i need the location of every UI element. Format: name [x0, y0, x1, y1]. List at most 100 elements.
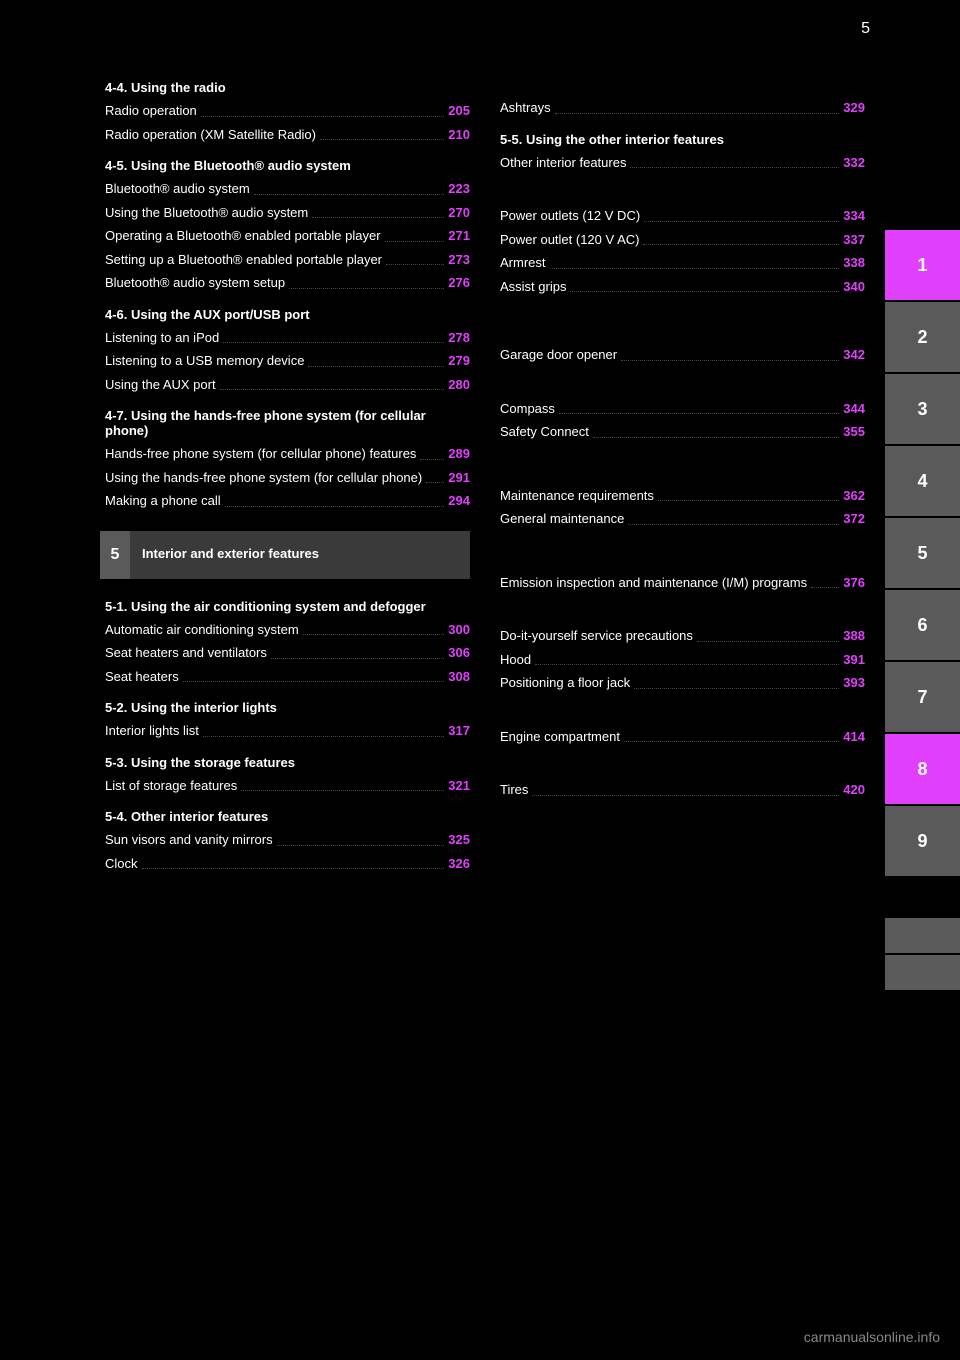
section-header: 5-4. Other interior features	[105, 809, 470, 824]
toc-item[interactable]: Radio operation205	[105, 101, 470, 121]
toc-leader-dots	[624, 741, 839, 742]
toc-text: Radio operation	[105, 101, 197, 121]
toc-leader-dots	[644, 221, 839, 222]
toc-text: Other interior features	[500, 153, 626, 173]
toc-item[interactable]: Sun visors and vanity mirrors325	[105, 830, 470, 850]
side-tab-9[interactable]: 9	[885, 806, 960, 876]
toc-item[interactable]: Positioning a floor jack393	[500, 673, 865, 693]
toc-item[interactable]: Automatic air conditioning system300	[105, 620, 470, 640]
section-header: 4-5. Using the Bluetooth® audio system	[105, 158, 470, 173]
toc-text: Hands-free phone system (for cellular ph…	[105, 444, 416, 464]
toc-item[interactable]: Maintenance requirements 362	[500, 486, 865, 506]
toc-item[interactable]: List of storage features321	[105, 776, 470, 796]
toc-leader-dots	[811, 587, 839, 588]
toc-leader-dots	[303, 634, 445, 635]
side-tab-3[interactable]: 3	[885, 374, 960, 444]
side-tab-blank[interactable]	[885, 955, 960, 990]
toc-page-number: 223	[448, 179, 470, 199]
toc-item[interactable]: Assist grips340	[500, 277, 865, 297]
toc-text: Maintenance requirements	[500, 486, 654, 506]
toc-item[interactable]: Seat heaters and ventilators306	[105, 643, 470, 663]
toc-leader-dots	[535, 664, 839, 665]
toc-text: Seat heaters and ventilators	[105, 643, 267, 663]
toc-text: Seat heaters	[105, 667, 179, 687]
toc-item[interactable]: Emission inspection and maintenance (I/M…	[500, 573, 865, 593]
section-header: 5-3. Using the storage features	[105, 755, 470, 770]
toc-text: Using the hands-free phone system (for c…	[105, 468, 422, 488]
toc-page-number: 362	[843, 486, 865, 506]
side-tab-1[interactable]: 1	[885, 230, 960, 300]
toc-item[interactable]: Listening to a USB memory device279	[105, 351, 470, 371]
toc-text: Compass	[500, 399, 555, 419]
toc-item[interactable]: Tires420	[500, 780, 865, 800]
toc-text: Do-it-yourself service precautions	[500, 626, 693, 646]
toc-item[interactable]: Power outlet (120 V AC)337	[500, 230, 865, 250]
toc-item[interactable]: Radio operation (XM Satellite Radio)210	[105, 125, 470, 145]
toc-text: Positioning a floor jack	[500, 673, 630, 693]
toc-item[interactable]: Ashtrays329	[500, 98, 865, 118]
toc-item[interactable]: Operating a Bluetooth® enabled portable …	[105, 226, 470, 246]
toc-text: Listening to an iPod	[105, 328, 219, 348]
toc-item[interactable]: Clock326	[105, 854, 470, 874]
toc-text: Armrest	[500, 253, 546, 273]
toc-item[interactable]: Hood391	[500, 650, 865, 670]
toc-leader-dots	[320, 139, 444, 140]
toc-page-number: 376	[843, 573, 865, 593]
section-header: 4-7. Using the hands-free phone system (…	[105, 408, 470, 438]
toc-item[interactable]: Making a phone call294	[105, 491, 470, 511]
toc-page-number: 334	[843, 206, 865, 226]
toc-leader-dots	[254, 194, 445, 195]
toc-item[interactable]: Using the AUX port280	[105, 375, 470, 395]
toc-page-number: 338	[843, 253, 865, 273]
toc-item[interactable]: Power outlets (12 V DC)334	[500, 206, 865, 226]
toc-leader-dots	[697, 641, 839, 642]
toc-page-number: 342	[843, 345, 865, 365]
toc-item[interactable]: Engine compartment414	[500, 727, 865, 747]
toc-item[interactable]: Using the Bluetooth® audio system270	[105, 203, 470, 223]
toc-item[interactable]: Safety Connect 355	[500, 422, 865, 442]
side-tab-7[interactable]: 7	[885, 662, 960, 732]
toc-text: Ashtrays	[500, 98, 551, 118]
side-tab-5[interactable]: 5	[885, 518, 960, 588]
toc-item[interactable]: Do-it-yourself service precautions388	[500, 626, 865, 646]
toc-page-number: 326	[448, 854, 470, 874]
toc-item[interactable]: Listening to an iPod278	[105, 328, 470, 348]
toc-leader-dots	[271, 658, 444, 659]
toc-leader-dots	[183, 681, 445, 682]
side-tab-blank[interactable]	[885, 918, 960, 953]
toc-leader-dots	[277, 845, 445, 846]
toc-leader-dots	[201, 116, 445, 117]
toc-leader-dots	[385, 241, 445, 242]
toc-item[interactable]: Seat heaters308	[105, 667, 470, 687]
toc-leader-dots	[223, 342, 444, 343]
side-tab-8[interactable]: 8	[885, 734, 960, 804]
toc-item[interactable]: General maintenance372	[500, 509, 865, 529]
toc-item[interactable]: Garage door opener342	[500, 345, 865, 365]
toc-item[interactable]: Compass344	[500, 399, 865, 419]
toc-leader-dots	[420, 459, 444, 460]
toc-item[interactable]: Bluetooth® audio system223	[105, 179, 470, 199]
toc-item[interactable]: Hands-free phone system (for cellular ph…	[105, 444, 470, 464]
toc-leader-dots	[289, 288, 444, 289]
toc-item[interactable]: Armrest 338	[500, 253, 865, 273]
toc-item[interactable]: Setting up a Bluetooth® enabled portable…	[105, 250, 470, 270]
toc-text: Safety Connect	[500, 422, 589, 442]
toc-page-number: 273	[448, 250, 470, 270]
toc-text: Using the Bluetooth® audio system	[105, 203, 308, 223]
toc-item[interactable]: Using the hands-free phone system (for c…	[105, 468, 470, 488]
toc-leader-dots	[634, 688, 839, 689]
side-tab-6[interactable]: 6	[885, 590, 960, 660]
toc-page-number: 355	[843, 422, 865, 442]
toc-page-number: 289	[448, 444, 470, 464]
section-header: 4-6. Using the AUX port/USB port	[105, 307, 470, 322]
toc-page-number: 294	[448, 491, 470, 511]
toc-item[interactable]: Bluetooth® audio system setup276	[105, 273, 470, 293]
side-tab-4[interactable]: 4	[885, 446, 960, 516]
toc-page-number: 210	[448, 125, 470, 145]
toc-leader-dots	[570, 291, 839, 292]
page-number: 5	[861, 20, 870, 38]
toc-item[interactable]: Other interior features332	[500, 153, 865, 173]
toc-leader-dots	[426, 482, 444, 483]
side-tab-2[interactable]: 2	[885, 302, 960, 372]
toc-item[interactable]: Interior lights list317	[105, 721, 470, 741]
